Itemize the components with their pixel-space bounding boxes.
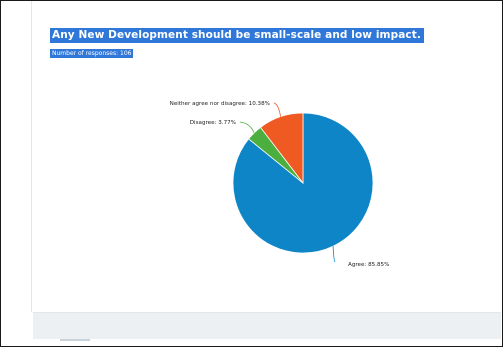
left-sidebar-strip <box>1 1 32 312</box>
pie-slice-2[interactable] <box>259 112 304 185</box>
bottom-tab-indicator <box>60 339 90 341</box>
leader-line-2 <box>273 102 281 117</box>
footer-band <box>33 312 501 340</box>
slice-labels: Agree: 85.85% Disagree: 3.77% Neither agre… <box>170 101 390 268</box>
leader-lines <box>239 102 336 263</box>
slice-label-1: Disagree: 3.77% <box>190 120 236 126</box>
bottom-edge <box>33 339 501 345</box>
slice-label-2: Neither agree nor disagree: 10.38% <box>170 101 270 107</box>
question-title: Any New Development should be small-scal… <box>50 28 424 43</box>
response-count: Number of responses: 106 <box>50 49 134 58</box>
pie-slices <box>232 112 374 254</box>
leader-line-1 <box>239 121 255 133</box>
slice-label-0: Agree: 85.85% <box>348 262 389 268</box>
leader-line-0 <box>332 246 336 263</box>
